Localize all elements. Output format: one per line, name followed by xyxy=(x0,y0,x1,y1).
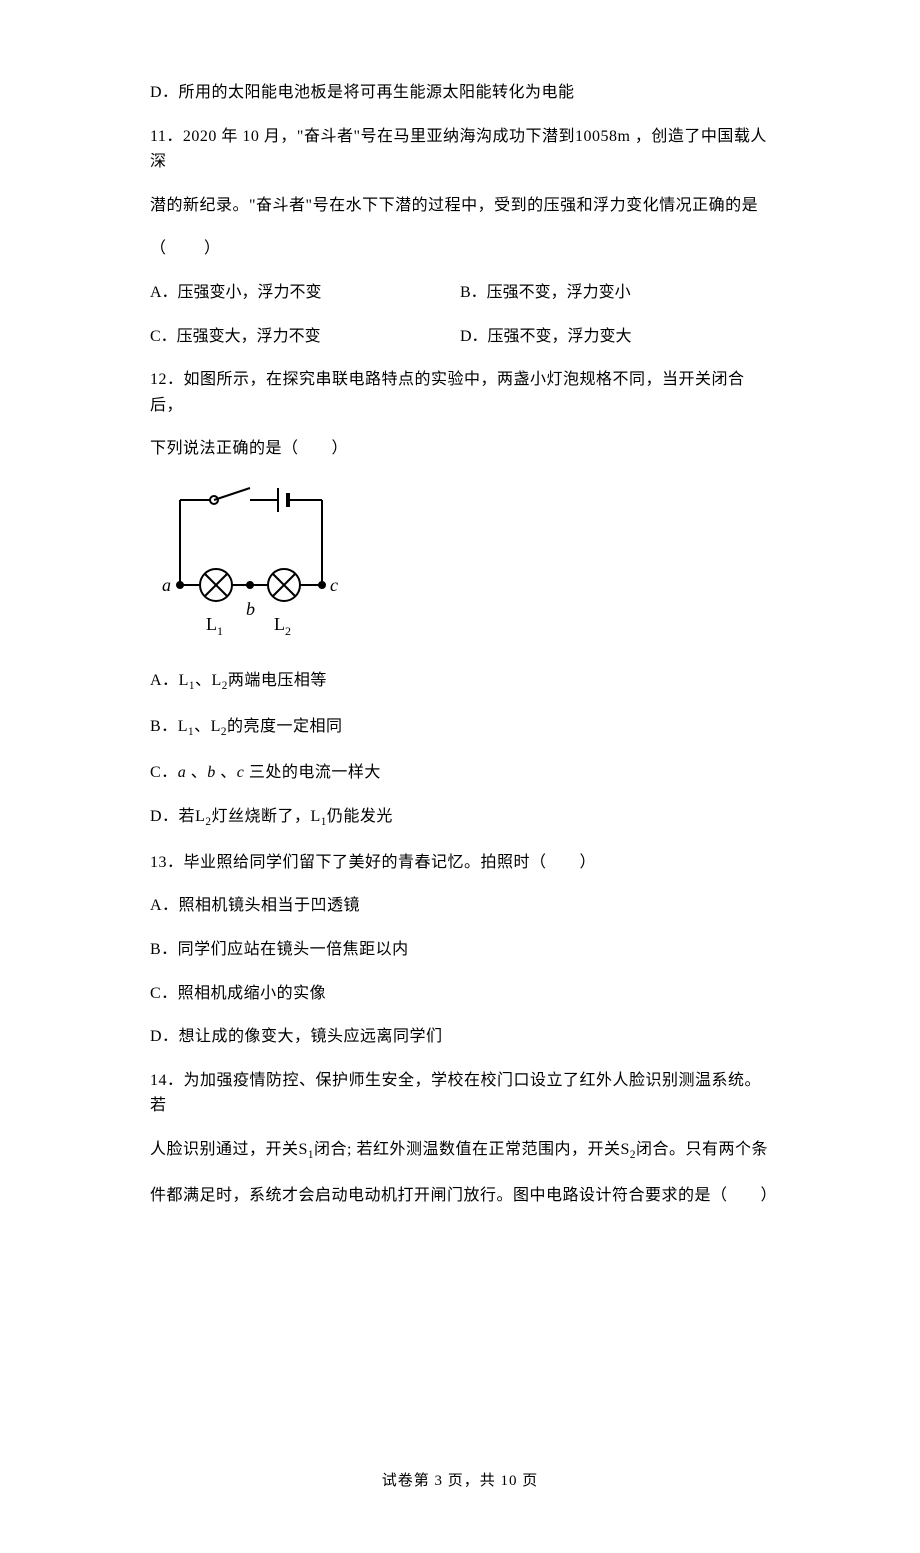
q12-opt-b-mid: 、 xyxy=(194,718,211,735)
q12-opt-c-post: 三处的电流一样大 xyxy=(244,764,381,781)
q11-stem-line1: 11．2020 年 10 月，"奋斗者"号在马里亚纳海沟成功下潜到10058m … xyxy=(150,124,770,175)
q14-stem2-s2: S xyxy=(620,1141,629,1158)
page-footer: 试卷第 3 页，共 10 页 xyxy=(150,1469,770,1493)
q14-stem2-post: 闭合。只有两个条 xyxy=(636,1141,768,1158)
q12-opt-c: C．a 、b 、c 三处的电流一样大 xyxy=(150,760,770,786)
q11-options-row1: A．压强变小，浮力不变 B．压强不变，浮力变小 xyxy=(150,280,770,306)
q11-opt-c: C．压强变大，浮力不变 xyxy=(150,324,460,350)
q12-opt-d: D．若L2灯丝烧断了，L1仍能发光 xyxy=(150,804,770,832)
q12-opt-a-mid: 、 xyxy=(195,672,212,689)
q14-stem2-mid: 闭合; 若红外测温数值在正常范围内，开关 xyxy=(314,1141,620,1158)
q12-opt-c-s2: 、 xyxy=(216,764,237,781)
q12-opt-a-l1: L xyxy=(179,672,189,689)
q12-opt-c-pre: C． xyxy=(150,764,178,781)
circuit-label-l1: L1 xyxy=(206,614,223,638)
q12-opt-b-pre: B． xyxy=(150,718,178,735)
circuit-svg: a b c L1 L2 xyxy=(150,480,350,650)
q13-opt-c: C．照相机成缩小的实像 xyxy=(150,981,770,1007)
q11-opt-d: D．压强不变，浮力变大 xyxy=(460,324,770,350)
q12-opt-d-l1: L xyxy=(310,808,320,825)
q13-opt-b: B．同学们应站在镜头一倍焦距以内 xyxy=(150,937,770,963)
q12-opt-b: B．L1、L2的亮度一定相同 xyxy=(150,714,770,742)
q11-stem-line2: 潜的新纪录。"奋斗者"号在水下下潜的过程中，受到的压强和浮力变化情况正确的是 xyxy=(150,193,770,219)
q12-opt-d-pre: D．若 xyxy=(150,808,195,825)
q11-paren: （ ） xyxy=(150,236,770,262)
q10-opt-d: D．所用的太阳能电池板是将可再生能源太阳能转化为电能 xyxy=(150,80,770,106)
q12-opt-d-post: 仍能发光 xyxy=(327,808,393,825)
q12-opt-a: A．L1、L2两端电压相等 xyxy=(150,668,770,696)
q12-opt-d-mid: 灯丝烧断了， xyxy=(211,808,310,825)
circuit-label-c: c xyxy=(330,575,338,595)
q12-opt-c-s1: 、 xyxy=(186,764,207,781)
q12-opt-c-bvar: b xyxy=(207,764,216,781)
q12-circuit-diagram: a b c L1 L2 xyxy=(150,480,770,650)
q13-opt-a: A．照相机镜头相当于凹透镜 xyxy=(150,893,770,919)
q13-stem: 13．毕业照给同学们留下了美好的青春记忆。拍照时（ ） xyxy=(150,850,770,876)
q12-opt-c-a: a xyxy=(178,764,187,781)
q14-stem-line1: 14．为加强疫情防控、保护师生安全，学校在校门口设立了红外人脸识别测温系统。若 xyxy=(150,1068,770,1119)
q11-opt-b: B．压强不变，浮力变小 xyxy=(460,280,770,306)
circuit-label-a: a xyxy=(162,575,171,595)
q14-stem2-pre: 人脸识别通过，开关 xyxy=(150,1141,299,1158)
q12-stem-line2: 下列说法正确的是（ ） xyxy=(150,436,770,462)
circuit-label-b: b xyxy=(246,599,255,619)
q12-opt-b-l1: L xyxy=(178,718,188,735)
q12-opt-b-l2: L xyxy=(211,718,221,735)
q11-opt-a: A．压强变小，浮力不变 xyxy=(150,280,460,306)
q14-stem2-s1: S xyxy=(299,1141,308,1158)
q11-options-row2: C．压强变大，浮力不变 D．压强不变，浮力变大 xyxy=(150,324,770,350)
q12-opt-a-l2: L xyxy=(211,672,221,689)
circuit-label-l2: L2 xyxy=(274,614,291,638)
q14-stem-line3: 件都满足时，系统才会启动电动机打开闸门放行。图中电路设计符合要求的是（ ） xyxy=(150,1183,770,1209)
q14-stem-line2: 人脸识别通过，开关S1闭合; 若红外测温数值在正常范围内，开关S2闭合。只有两个… xyxy=(150,1137,770,1165)
q13-opt-d: D．想让成的像变大，镜头应远离同学们 xyxy=(150,1024,770,1050)
q12-stem-line1: 12．如图所示，在探究串联电路特点的实验中，两盏小灯泡规格不同，当开关闭合后， xyxy=(150,367,770,418)
q12-opt-b-post: 的亮度一定相同 xyxy=(227,718,343,735)
q12-opt-d-l2: L xyxy=(195,808,205,825)
q12-opt-a-pre: A． xyxy=(150,672,179,689)
q12-opt-a-post: 两端电压相等 xyxy=(228,672,327,689)
